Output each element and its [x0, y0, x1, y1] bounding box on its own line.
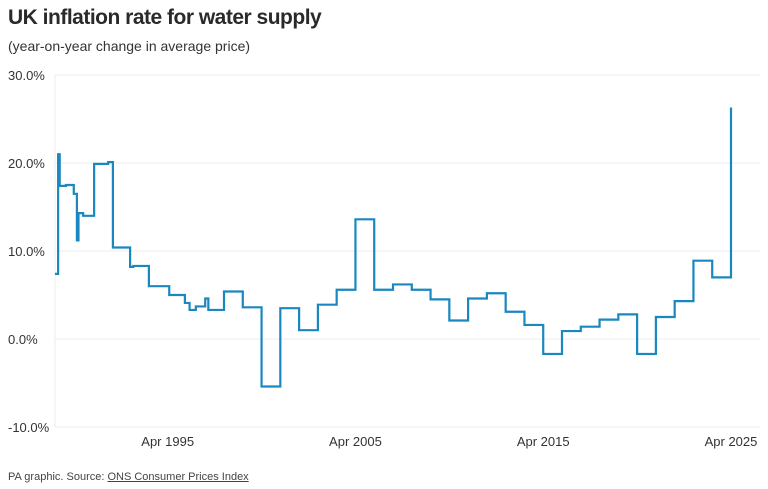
- series-line: [55, 107, 733, 388]
- footer-credit: PA graphic. Source:: [8, 471, 108, 483]
- source-link[interactable]: ONS Consumer Prices Index: [107, 471, 249, 483]
- y-tick-label: 10.0%: [8, 244, 45, 259]
- x-tick-label: Apr 2005: [329, 434, 382, 449]
- y-tick-label: 20.0%: [8, 156, 45, 171]
- x-tick-label: Apr 2015: [517, 434, 570, 449]
- y-tick-label: 0.0%: [8, 332, 38, 347]
- chart-subtitle: (year-on-year change in average price): [8, 38, 251, 54]
- y-tick-label: 30.0%: [8, 68, 45, 83]
- x-tick-label: Apr 2025: [705, 434, 758, 449]
- chart-title: UK inflation rate for water supply: [8, 6, 322, 29]
- footer: PA graphic. Source: ONS Consumer Prices …: [8, 471, 249, 483]
- y-tick-label: -10.0%: [8, 420, 50, 435]
- x-tick-label: Apr 1995: [141, 434, 194, 449]
